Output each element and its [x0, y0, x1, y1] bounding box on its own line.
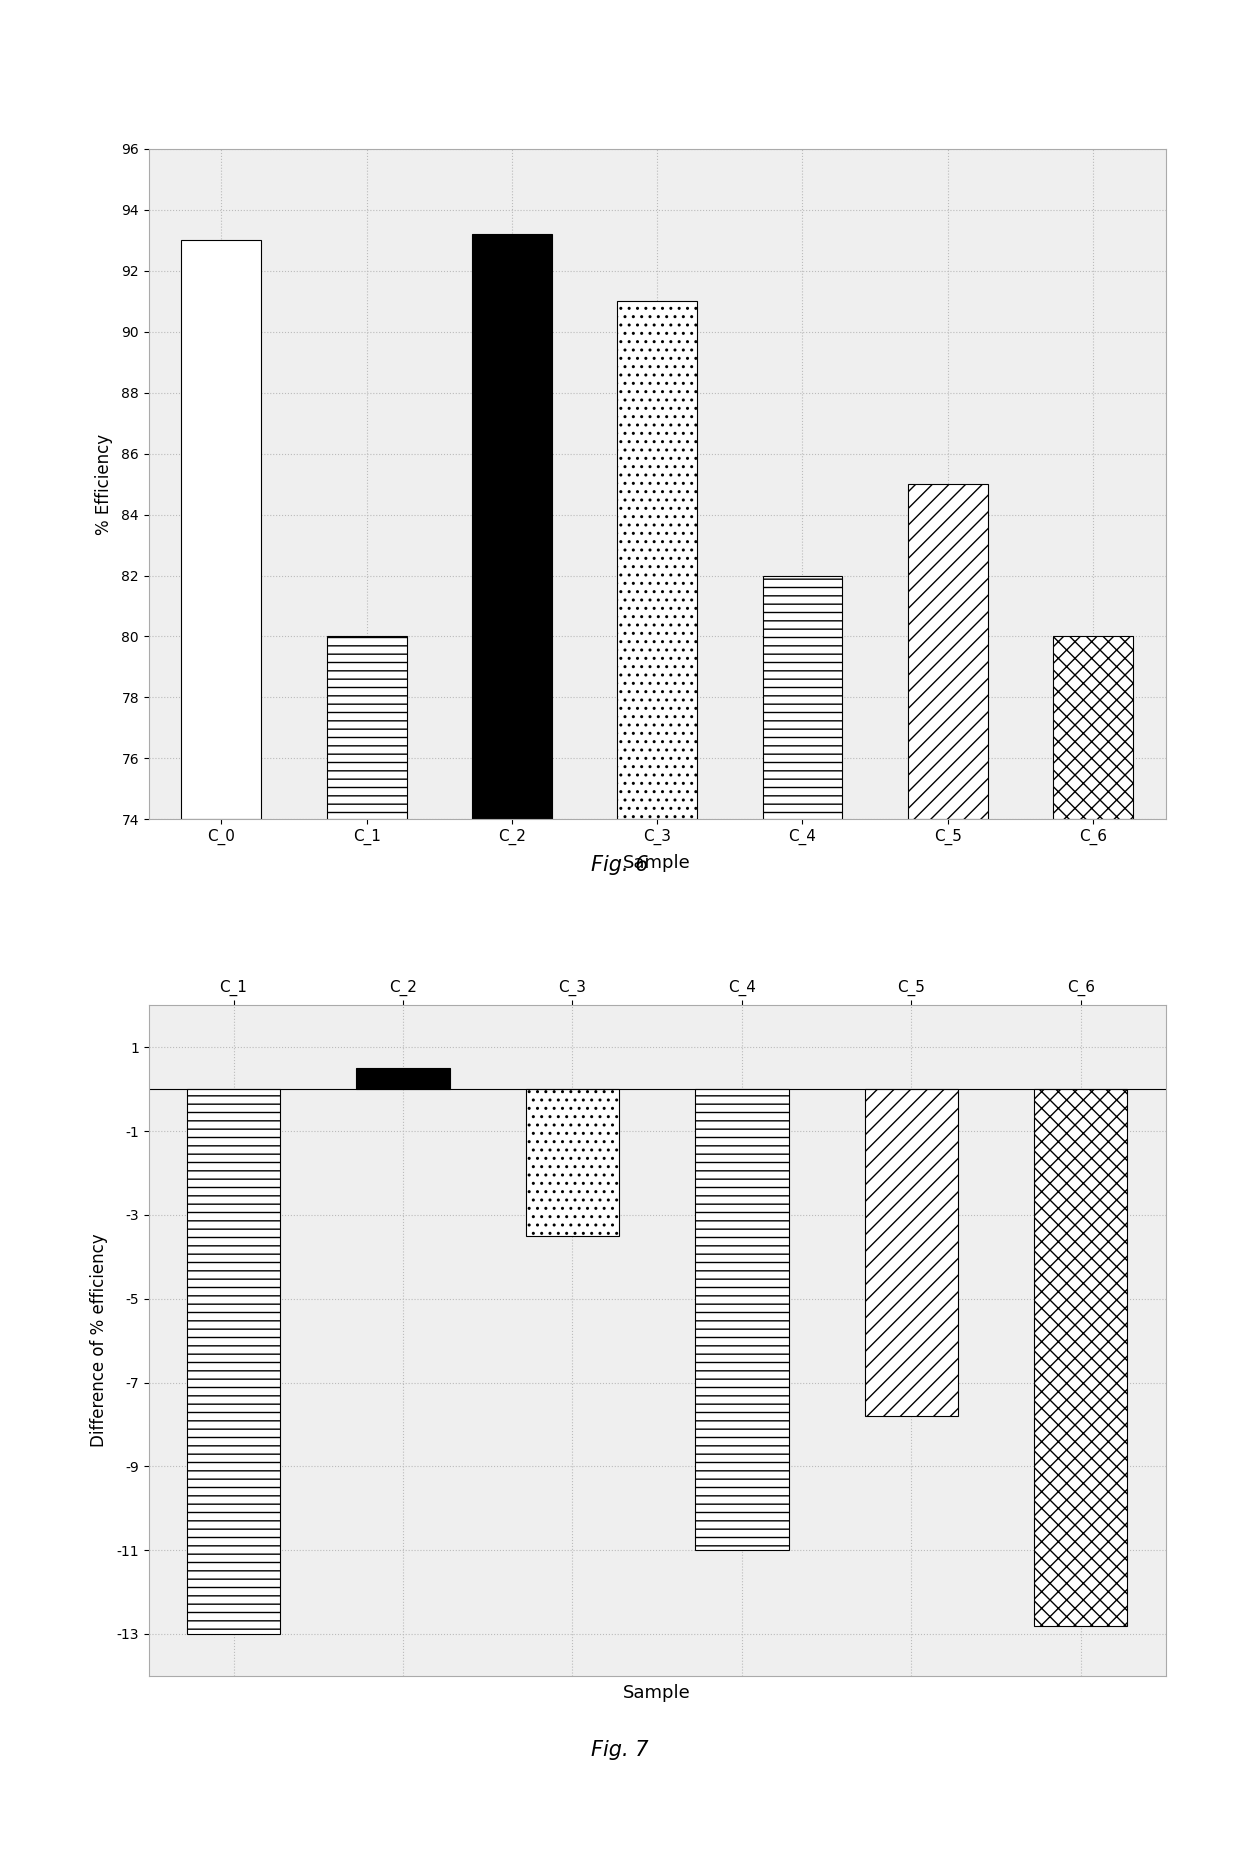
- Bar: [763, 575, 842, 819]
- Bar: [187, 1089, 280, 1635]
- Bar: [1034, 1089, 1127, 1626]
- Bar: [326, 637, 407, 819]
- X-axis label: Sample: Sample: [624, 1683, 691, 1702]
- Bar: [618, 302, 697, 819]
- Bar: [1053, 637, 1133, 819]
- Bar: [472, 235, 552, 819]
- Bar: [864, 1089, 959, 1415]
- Bar: [696, 1089, 789, 1549]
- Y-axis label: Difference of % efficiency: Difference of % efficiency: [91, 1235, 108, 1447]
- Bar: [526, 1089, 619, 1236]
- Y-axis label: % Efficiency: % Efficiency: [95, 434, 113, 534]
- Text: Fig. 7: Fig. 7: [591, 1739, 649, 1760]
- Bar: [356, 1069, 450, 1089]
- Text: Fig. 6: Fig. 6: [591, 855, 649, 875]
- Bar: [908, 484, 987, 819]
- Bar: [181, 240, 262, 819]
- X-axis label: Sample: Sample: [624, 853, 691, 871]
